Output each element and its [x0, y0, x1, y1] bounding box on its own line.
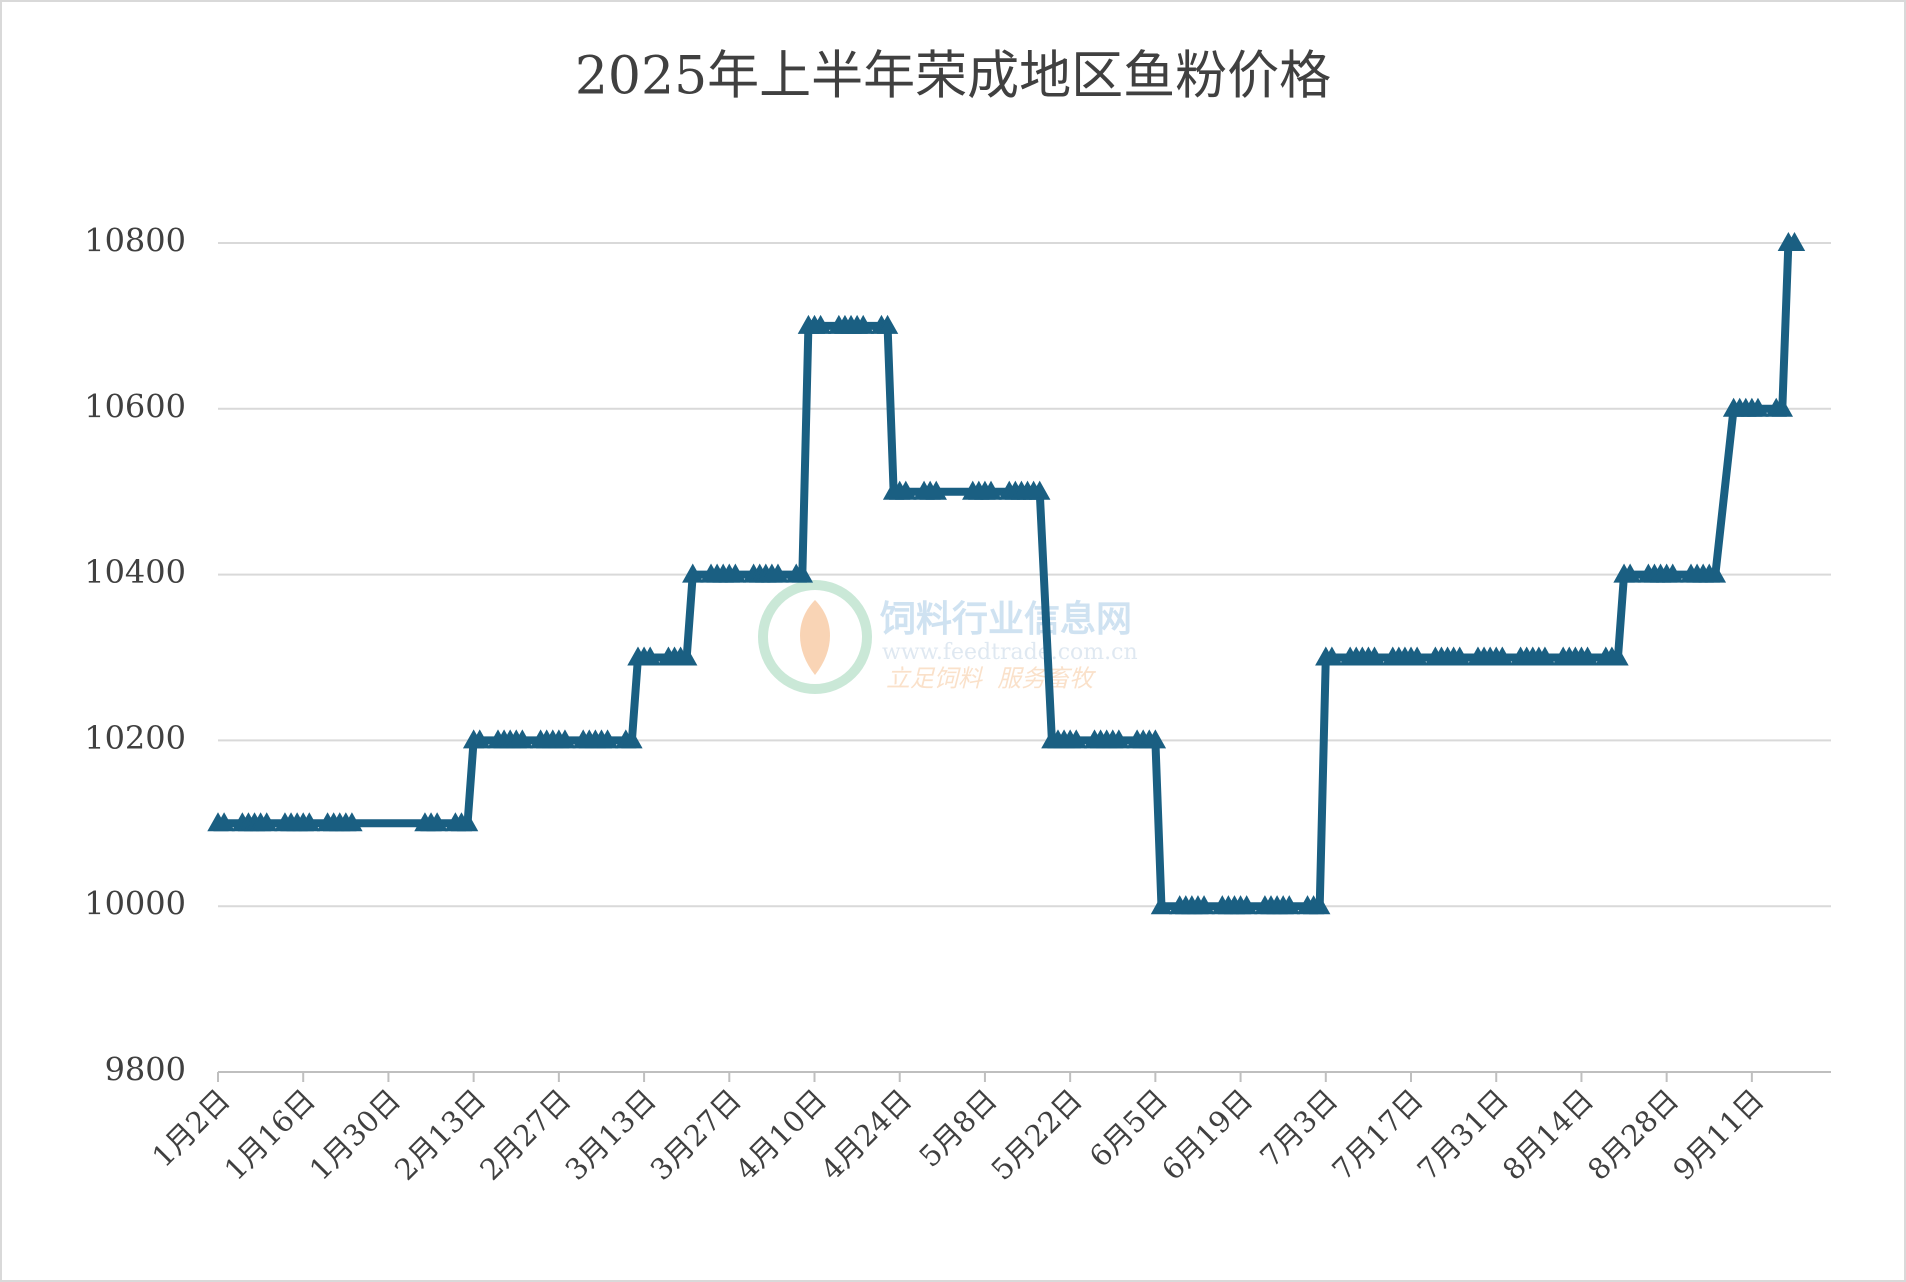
marker	[621, 729, 643, 749]
marker	[469, 729, 491, 749]
marker	[554, 729, 576, 749]
y-tick-label: 9800	[105, 1051, 186, 1089]
marker	[1278, 895, 1300, 915]
marker	[682, 563, 704, 583]
marker	[1783, 231, 1806, 251]
marker	[852, 314, 874, 334]
marker	[341, 812, 363, 832]
marker	[809, 314, 832, 334]
chart-title: 2025年上半年荣成地区鱼粉价格	[575, 47, 1331, 107]
marker	[925, 480, 947, 500]
marker	[895, 480, 917, 500]
watermark-text: 饲料行业信息网	[880, 598, 1132, 640]
watermark-text: 立足饲料 服务畜牧	[886, 665, 1096, 693]
marker	[1534, 646, 1556, 666]
y-tick-label: 10800	[84, 222, 186, 260]
marker	[1449, 646, 1471, 666]
marker	[1491, 646, 1514, 666]
marker	[596, 729, 619, 749]
marker	[1619, 563, 1641, 583]
y-tick-label: 10400	[84, 553, 186, 591]
y-tick-label: 10200	[84, 719, 186, 757]
marker	[791, 563, 814, 583]
marker	[639, 646, 661, 666]
marker	[724, 563, 747, 583]
y-tick-label: 10000	[84, 885, 186, 923]
marker	[1747, 397, 1769, 417]
marker	[213, 812, 235, 832]
marker	[1108, 729, 1130, 749]
marker	[1309, 895, 1331, 915]
marker	[980, 480, 1002, 500]
watermark-logo	[758, 580, 872, 694]
marker	[1029, 480, 1051, 500]
marker	[1235, 895, 1258, 915]
marker	[298, 812, 321, 832]
marker	[876, 314, 899, 334]
marker	[1662, 563, 1684, 583]
marker	[1144, 729, 1167, 749]
marker	[1704, 563, 1727, 583]
marker	[1576, 646, 1599, 666]
watermark-logo	[800, 600, 830, 675]
marker	[1607, 646, 1629, 666]
marker	[675, 646, 698, 666]
marker	[767, 563, 789, 583]
marker	[1150, 895, 1173, 915]
marker	[1321, 646, 1343, 666]
marker	[1363, 646, 1386, 666]
marker	[1771, 397, 1794, 417]
marker	[511, 729, 534, 749]
marker	[1193, 895, 1215, 915]
y-tick-label: 10600	[84, 387, 186, 425]
watermark: 饲料行业信息网 www.feedtrade.com.cn 立足饲料 服务畜牧	[758, 580, 1138, 694]
marker	[426, 812, 448, 832]
watermark-text: www.feedtrade.com.cn	[882, 640, 1138, 665]
marker	[1406, 646, 1428, 666]
marker	[255, 812, 278, 832]
marker	[1065, 729, 1087, 749]
marker	[456, 812, 479, 832]
